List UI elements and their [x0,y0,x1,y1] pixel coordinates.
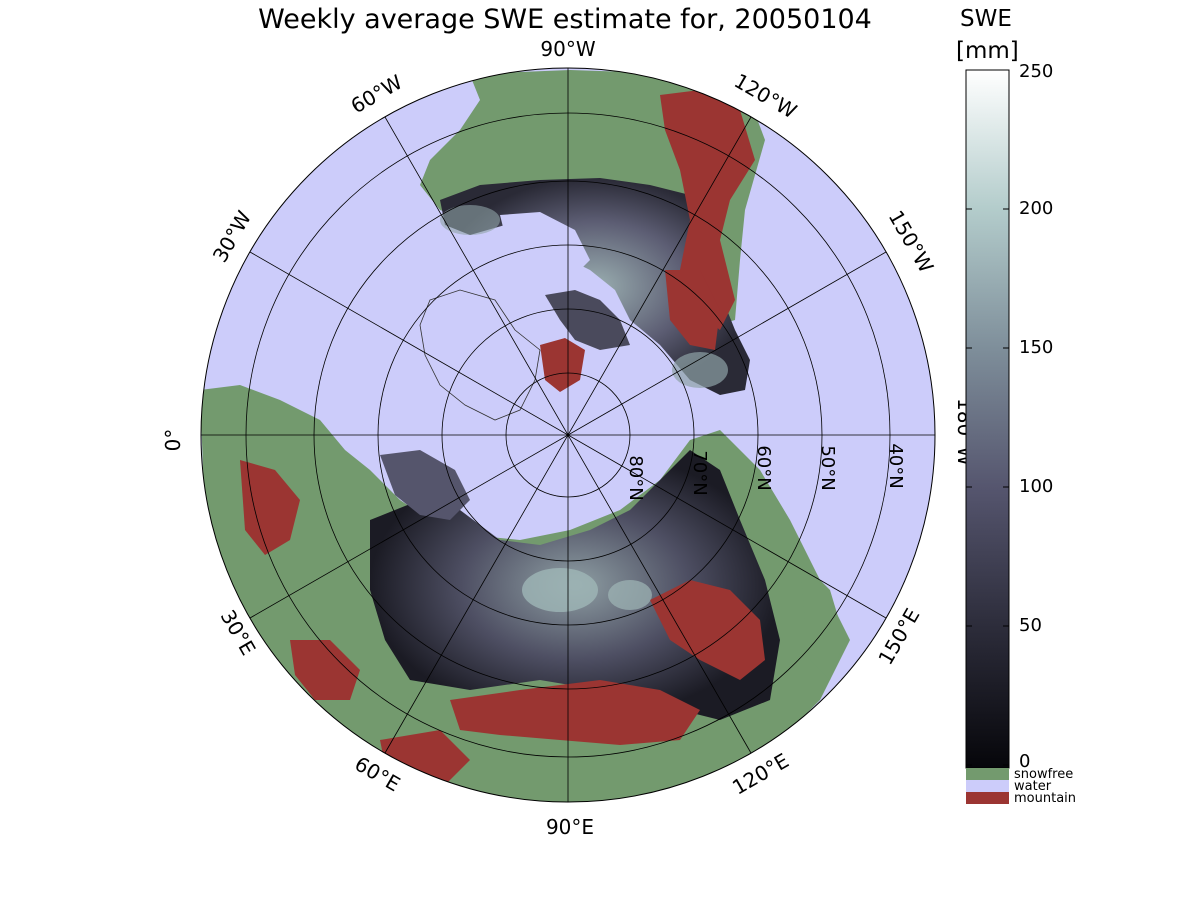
scandinavia-snow [380,450,470,520]
colorbar-tick-label: 100 [1019,476,1054,497]
meridian-lines [201,68,935,802]
colorbar-tick-label: 0 [1019,751,1031,772]
colorbar-tick-label: 250 [1019,61,1054,82]
legend-label-water: water [1014,779,1052,794]
legend-swatch-water [966,780,1009,792]
mountain-alps [290,640,360,700]
lon-label-90e: 90°E [546,815,594,839]
lon-label-90w: 90°W [540,37,595,61]
legend-label-mountain: mountain [1014,791,1077,806]
swe-high-spot-3 [672,352,728,388]
mountain-eastern-siberia [650,580,765,680]
colorbar-tick-label: 150 [1019,337,1054,358]
legend-swatch-snowfree [966,768,1009,780]
map-title: Weekly average SWE estimate for, 2005010… [258,4,872,35]
swe-high-spot-2 [608,580,652,610]
arctic-islands [545,290,630,350]
colorbar-ticks [966,69,1009,766]
colorbar-unit: [mm] [956,38,1019,64]
colorbar-tick-label: 200 [1019,198,1054,219]
mountain-asia-south [450,680,700,745]
colorbar-title: SWE [960,6,1012,32]
mountain-europe [240,460,300,555]
lat-label-40n: 40°N [885,443,906,488]
swe-high-spot-4 [440,205,500,235]
lat-label-70n: 70°N [689,450,710,495]
north-america-snow [440,178,750,395]
arctic-islands-mountain [540,338,585,392]
swe-high-spot-1 [522,568,598,612]
lon-label-0: 0° [161,429,185,452]
colorbar-tick-label: 50 [1019,615,1042,636]
lat-label-50n: 50°N [817,445,838,490]
greenland [419,289,541,421]
map-border [200,67,936,803]
colorbar [965,69,1010,769]
lat-label-60n: 60°N [753,445,774,490]
lat-label-80n: 80°N [625,455,646,500]
mountain-alaska [665,270,720,350]
kamchatka [800,560,845,680]
legend-swatch-mountain [966,792,1009,804]
legend-label-snowfree: snowfree [1014,767,1074,782]
